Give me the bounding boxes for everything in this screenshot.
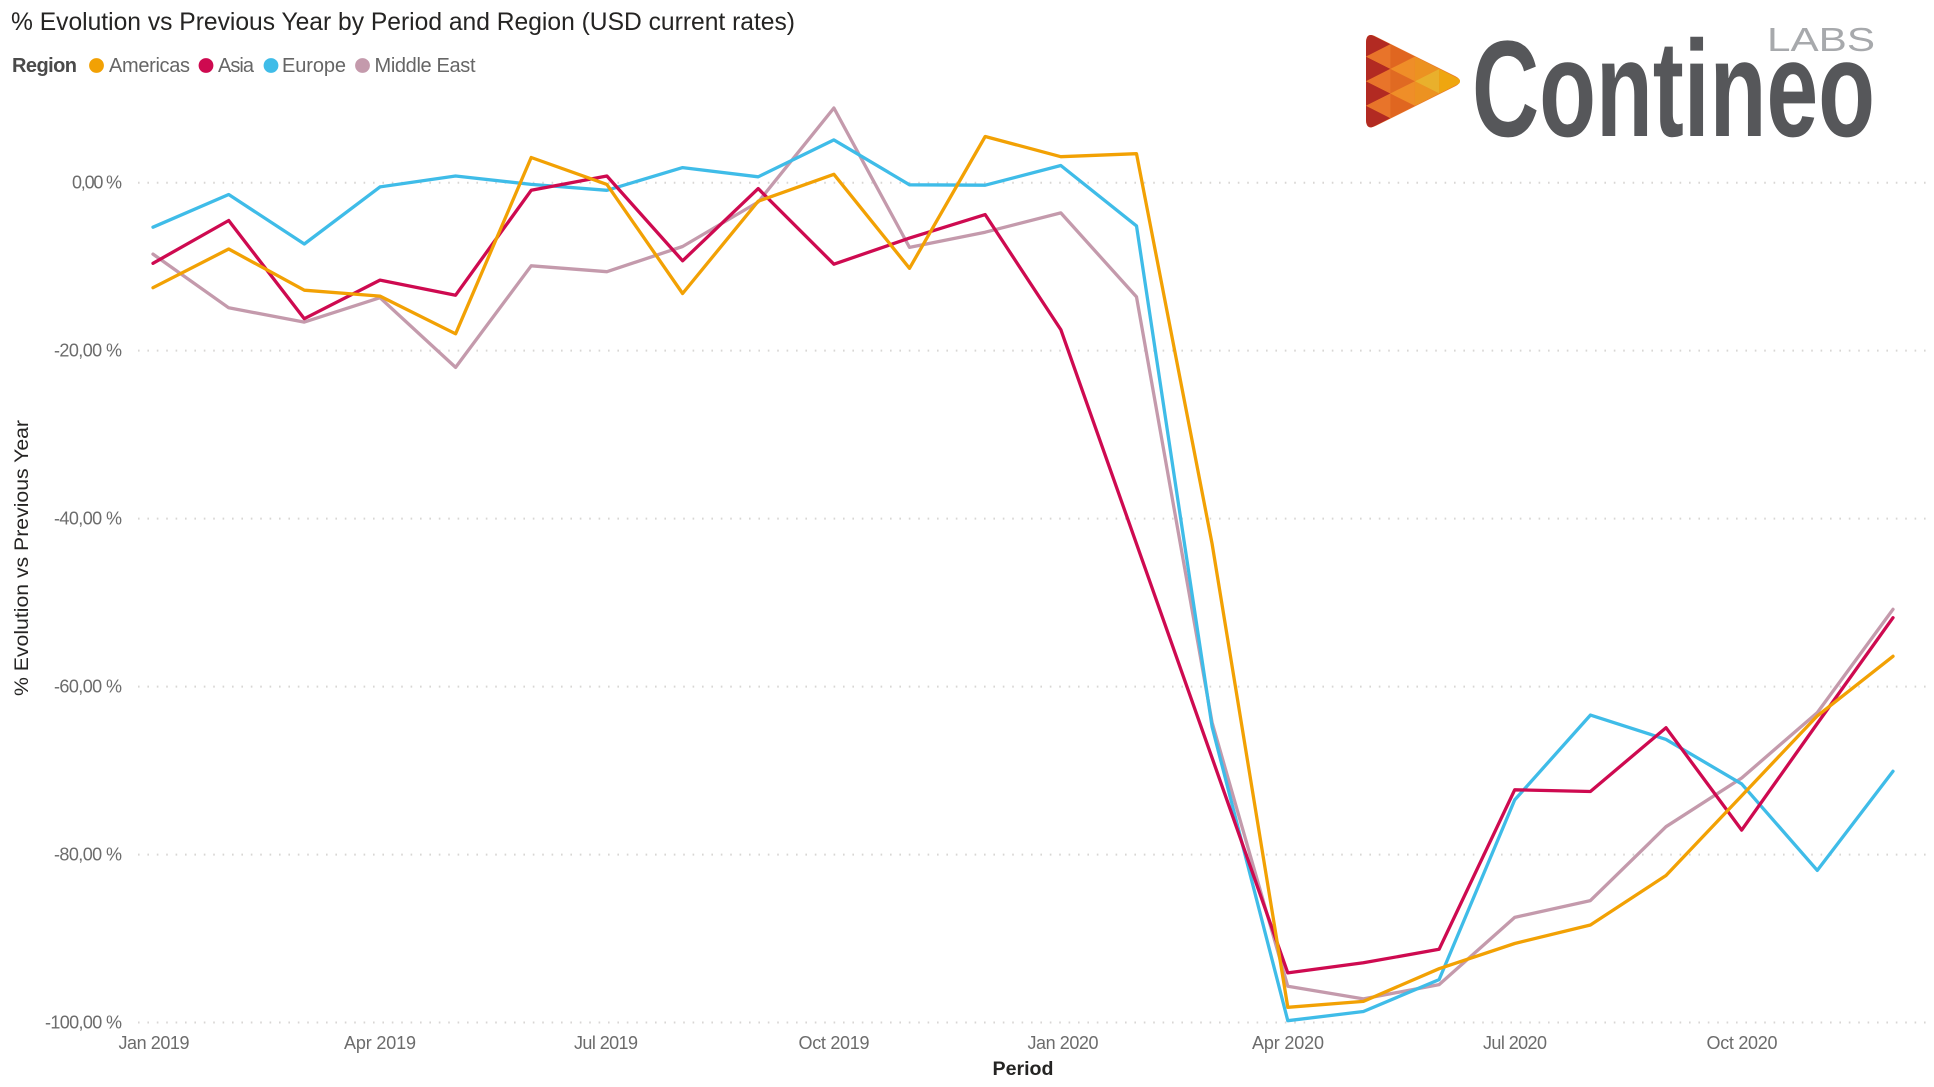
svg-text:Jan 2019: Jan 2019 [119,1033,190,1053]
svg-text:LABS: LABS [1767,21,1875,58]
svg-text:Jan 2020: Jan 2020 [1028,1033,1099,1053]
svg-text:Europe: Europe [282,55,346,77]
svg-text:Contineo: Contineo [1472,13,1875,166]
svg-text:-100,00 %: -100,00 % [45,1013,122,1033]
svg-text:Jul 2019: Jul 2019 [574,1033,638,1053]
svg-text:Region: Region [12,55,77,77]
svg-text:% Evolution vs Previous Year b: % Evolution vs Previous Year by Period a… [11,8,795,36]
svg-text:Period: Period [993,1059,1054,1080]
svg-text:Americas: Americas [109,55,190,77]
svg-text:-80,00 %: -80,00 % [54,845,122,865]
svg-text:Apr 2020: Apr 2020 [1252,1033,1324,1053]
svg-text:-60,00 %: -60,00 % [54,677,122,697]
svg-text:Asia: Asia [218,55,255,77]
svg-text:Middle East: Middle East [375,55,476,77]
svg-text:% Evolution vs Previous Year: % Evolution vs Previous Year [12,419,33,696]
svg-text:-40,00 %: -40,00 % [54,509,122,529]
svg-text:Apr 2019: Apr 2019 [344,1033,416,1053]
svg-text:Oct 2019: Oct 2019 [799,1033,870,1053]
svg-text:0,00 %: 0,00 % [72,173,122,193]
svg-text:Jul 2020: Jul 2020 [1483,1033,1547,1053]
svg-text:-20,00 %: -20,00 % [54,341,122,361]
svg-text:Oct 2020: Oct 2020 [1707,1033,1778,1053]
